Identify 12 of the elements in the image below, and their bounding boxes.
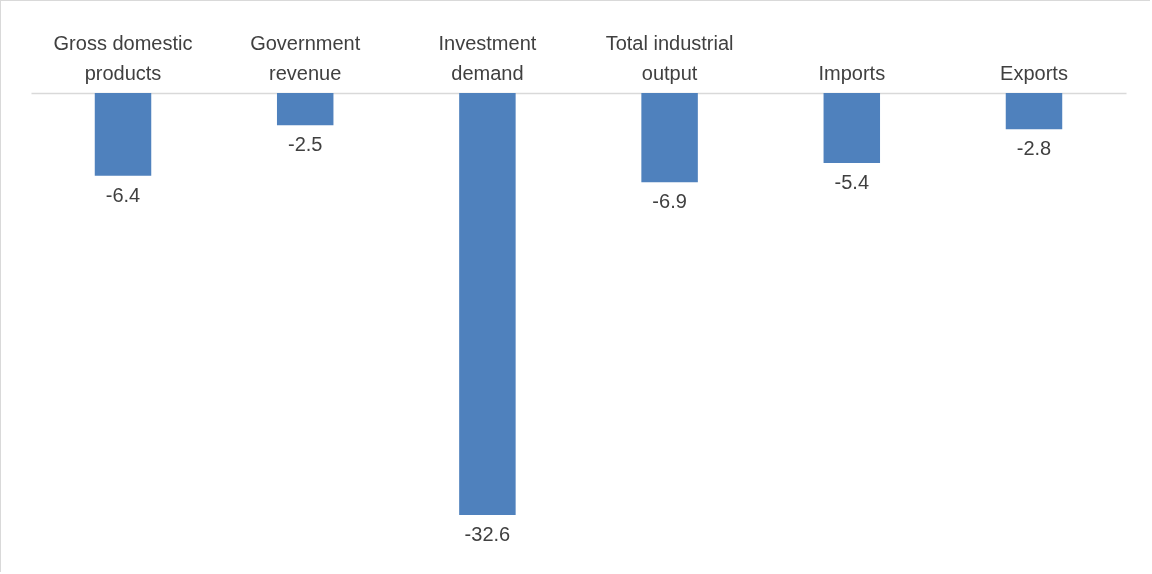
- data-label: -5.4: [834, 170, 870, 193]
- data-label: -6.9: [652, 190, 687, 213]
- data-label: -2.5: [287, 133, 323, 156]
- data-label: -6.4: [105, 183, 141, 206]
- x-tick-label: Imports: [818, 61, 886, 84]
- x-tick-label: Government revenue: [250, 31, 361, 84]
- data-label: -32.6: [464, 523, 511, 545]
- x-tick-label: Exports: [1000, 61, 1068, 84]
- x-tick-label: Total industrial output: [605, 31, 734, 84]
- data-label: -2.8: [1016, 137, 1052, 160]
- x-tick-label: Investment demand: [438, 31, 537, 84]
- x-tick-label: Gross domestic products: [53, 31, 193, 84]
